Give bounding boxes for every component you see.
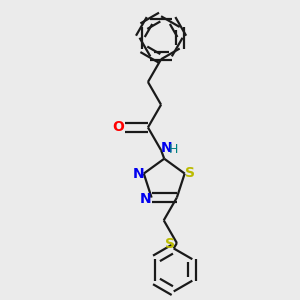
Text: H: H (168, 143, 178, 156)
Text: N: N (161, 141, 172, 155)
Text: O: O (112, 120, 124, 134)
Text: S: S (165, 237, 175, 251)
Text: N: N (140, 191, 152, 206)
Text: N: N (132, 167, 144, 181)
Text: S: S (185, 166, 195, 180)
